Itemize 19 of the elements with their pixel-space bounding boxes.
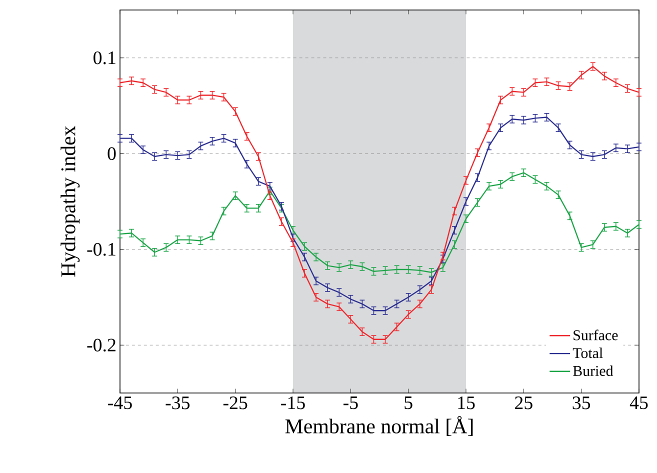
x-tick-label: 15 [458, 396, 475, 410]
y-tick-label: -0.2 [87, 338, 116, 352]
y-tick-label: -0.1 [87, 242, 116, 256]
x-tick-label: -35 [166, 396, 190, 410]
x-tick-label: -5 [343, 396, 358, 410]
legend-label: Buried [573, 365, 614, 376]
x-tick-label: -25 [223, 396, 248, 410]
y-tick-label: 0 [108, 147, 116, 160]
legend-label: Total [572, 348, 603, 358]
x-axis-title: Membrane normal [Å] [285, 416, 473, 436]
legend-label: Surface [574, 330, 618, 340]
x-tick-label: 5 [404, 396, 412, 410]
x-tick-label: -45 [108, 396, 132, 410]
y-axis-title: Hydropathy index [60, 126, 80, 277]
x-tick-label: 25 [515, 396, 532, 410]
x-tick-label: 45 [630, 396, 648, 410]
x-tick-label: 35 [572, 396, 590, 410]
x-tick-label: -15 [281, 396, 305, 410]
y-tick-label: 0.1 [94, 51, 116, 64]
